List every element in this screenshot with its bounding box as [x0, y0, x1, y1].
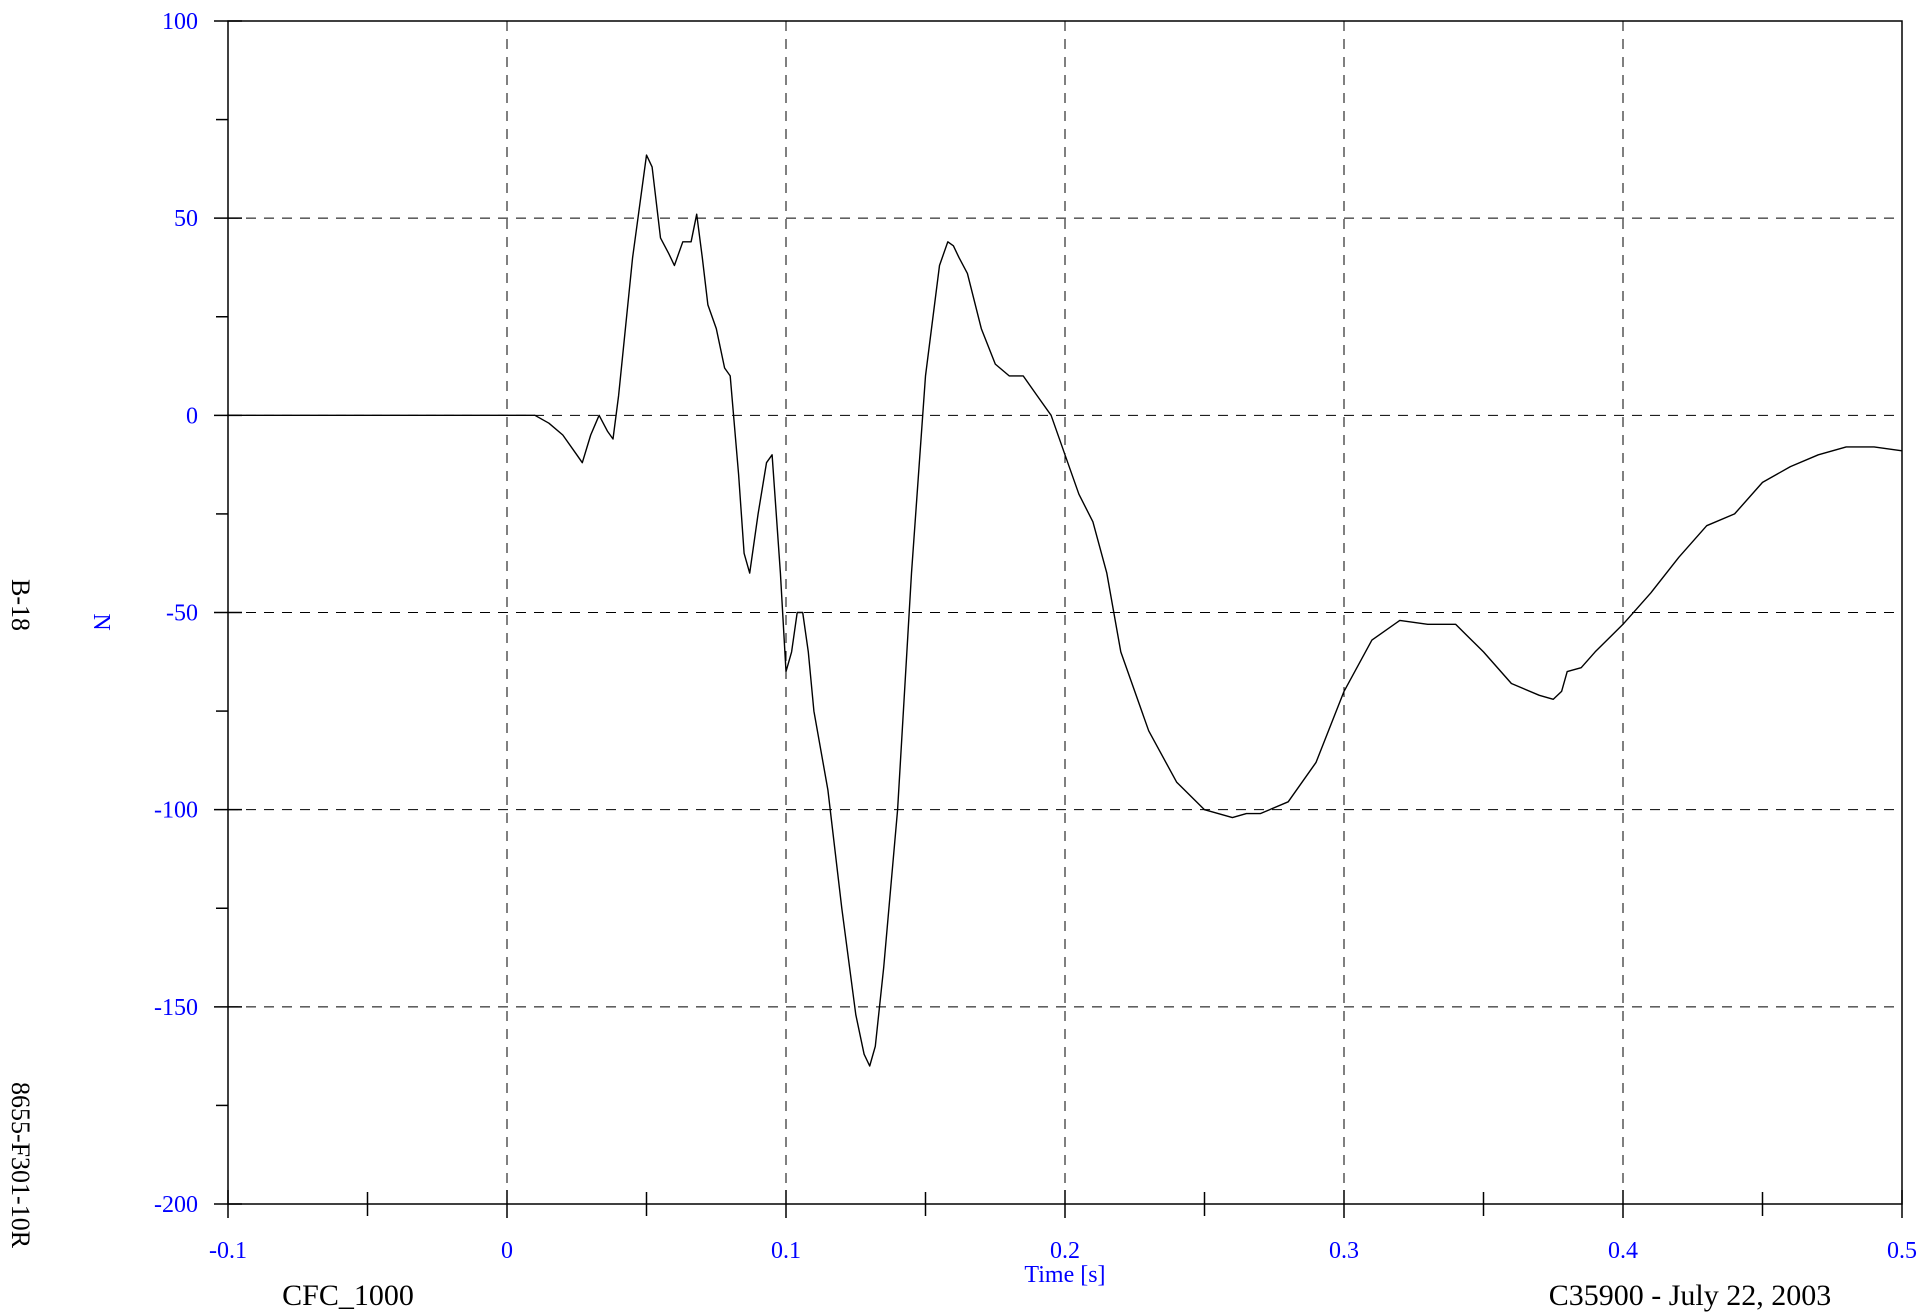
side-label-lower: 8655-F301-10R [6, 1082, 35, 1249]
x-tick-label: 0.1 [771, 1238, 801, 1264]
y-tick-label: 0 [186, 403, 198, 429]
x-tick-label: -0.1 [209, 1238, 247, 1264]
y-tick-label: -50 [166, 601, 198, 627]
grid-lines [228, 21, 1902, 1204]
y-tick-label: -150 [154, 995, 198, 1021]
y-tick-label: -200 [154, 1192, 198, 1218]
x-tick-label: 0.5 [1887, 1238, 1917, 1264]
y-axis-tick-labels: 100 50 0 -50 -100 -150 -200 [154, 9, 198, 1218]
axis-ticks [214, 20, 1903, 1218]
x-tick-label: 0.4 [1608, 1238, 1638, 1264]
y-tick-label: 50 [174, 206, 198, 232]
footer-right-label: C35900 - July 22, 2003 [1549, 1279, 1832, 1312]
x-tick-label: 0.2 [1050, 1238, 1080, 1264]
y-tick-label: -100 [154, 798, 198, 824]
side-label-upper: B-18 [6, 579, 35, 631]
x-axis-title: Time [s] [1024, 1262, 1105, 1288]
y-tick-label: 100 [162, 9, 198, 35]
series-line [228, 154, 1903, 1067]
x-tick-label: 0.3 [1329, 1238, 1359, 1264]
x-axis-tick-labels: -0.1 0 0.1 0.2 0.3 0.4 0.5 [209, 1238, 1917, 1264]
y-axis-title: N [88, 613, 114, 630]
x-tick-label: 0 [501, 1238, 513, 1264]
footer-left-label: CFC_1000 [282, 1279, 414, 1312]
